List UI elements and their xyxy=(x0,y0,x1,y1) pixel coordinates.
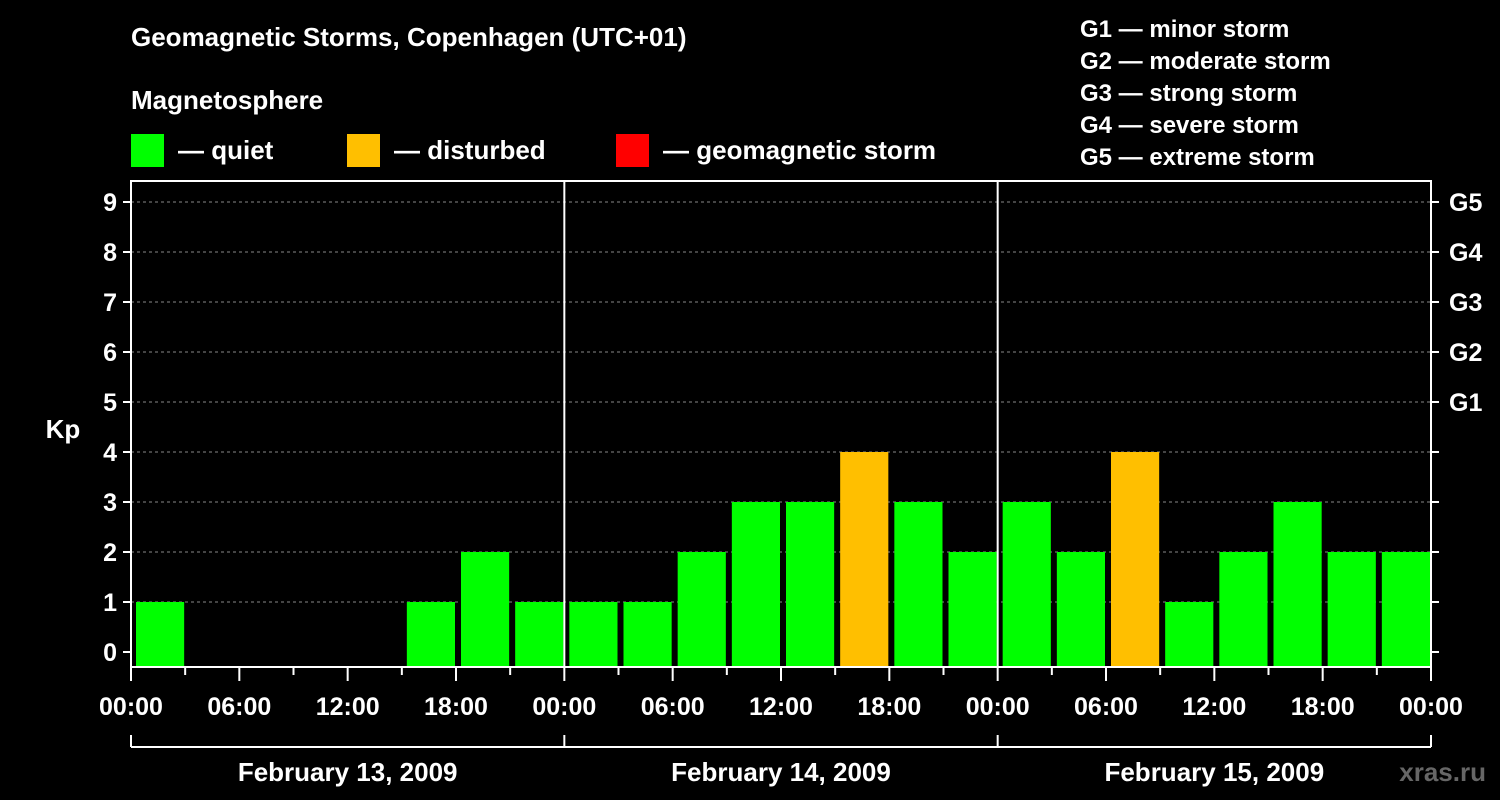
x-tick-label: 12:00 xyxy=(1182,693,1246,721)
y-tick-label: 9 xyxy=(103,189,117,217)
g-level-label: G5 xyxy=(1449,189,1482,217)
x-tick-label: 00:00 xyxy=(532,693,596,721)
y-tick-label: 5 xyxy=(103,389,117,417)
g-level-label: G4 xyxy=(1449,239,1482,267)
g-scale-item: G5 — extreme storm xyxy=(1080,144,1315,171)
kp-bar xyxy=(1273,502,1322,667)
y-tick-label: 6 xyxy=(103,339,117,367)
kp-bar xyxy=(731,502,780,667)
y-tick-label: 0 xyxy=(103,639,117,667)
legend-storm-swatch xyxy=(616,133,649,167)
kp-bar xyxy=(948,552,997,667)
x-tick-label: 06:00 xyxy=(207,693,271,721)
legend-storm: — geomagnetic storm xyxy=(616,133,936,167)
g-level-label: G2 xyxy=(1449,339,1482,367)
kp-bar xyxy=(1056,552,1105,667)
kp-bar xyxy=(677,552,726,667)
kp-bar xyxy=(515,602,564,667)
chart-subtitle: Magnetosphere xyxy=(131,85,324,115)
g-scale-item: G4 — severe storm xyxy=(1080,112,1299,139)
y-tick-label: 2 xyxy=(103,539,117,567)
x-tick-label: 06:00 xyxy=(641,693,705,721)
x-tick-label: 06:00 xyxy=(1074,693,1138,721)
g-scale-item: G3 — strong storm xyxy=(1080,80,1298,107)
legend-quiet: — quiet xyxy=(131,133,273,167)
y-axis-label: Kp xyxy=(46,414,81,444)
kp-bar xyxy=(136,602,185,667)
legend-disturbed-label: — disturbed xyxy=(394,134,546,165)
y-tick-label: 1 xyxy=(103,589,117,617)
kp-bar xyxy=(461,552,510,667)
kp-bar xyxy=(786,502,835,667)
kp-bar xyxy=(894,502,943,667)
y-tick-label: 4 xyxy=(103,439,117,467)
chart-title: Geomagnetic Storms, Copenhagen (UTC+01) xyxy=(131,22,687,52)
legend-disturbed-swatch xyxy=(347,133,380,167)
kp-bar xyxy=(1111,452,1160,667)
x-tick-label: 18:00 xyxy=(1291,693,1355,721)
x-tick-label: 18:00 xyxy=(857,693,921,721)
kp-bar xyxy=(406,602,455,667)
x-tick-label: 12:00 xyxy=(749,693,813,721)
kp-bar xyxy=(1381,552,1430,667)
legend-disturbed: — disturbed xyxy=(347,133,546,167)
x-tick-label: 12:00 xyxy=(316,693,380,721)
g-scale-item: G1 — minor storm xyxy=(1080,16,1290,43)
kp-bar xyxy=(840,452,889,667)
y-tick-label: 7 xyxy=(103,289,117,317)
kp-bar xyxy=(1219,552,1268,667)
legend-storm-label: — geomagnetic storm xyxy=(663,134,937,165)
x-tick-label: 00:00 xyxy=(99,693,163,721)
legend-quiet-label: — quiet xyxy=(178,134,274,165)
kp-bar xyxy=(623,602,672,667)
g-level-label: G1 xyxy=(1449,389,1482,417)
kp-bar xyxy=(569,602,618,667)
legend-quiet-swatch xyxy=(131,133,164,167)
day-label: February 14, 2009 xyxy=(671,757,891,787)
kp-bar xyxy=(1327,552,1376,667)
g-scale-item: G2 — moderate storm xyxy=(1080,48,1331,75)
g-level-label: G3 xyxy=(1449,289,1482,317)
x-tick-label: 00:00 xyxy=(966,693,1030,721)
kp-bar xyxy=(1002,502,1051,667)
day-label: February 15, 2009 xyxy=(1104,757,1324,787)
y-tick-label: 3 xyxy=(103,489,117,517)
g-scale-legend: G1 — minor storm G2 — moderate storm G3 … xyxy=(1080,14,1331,174)
y-tick-label: 8 xyxy=(103,239,117,267)
watermark: xras.ru xyxy=(1399,757,1486,787)
x-tick-label: 18:00 xyxy=(424,693,488,721)
kp-bar xyxy=(1165,602,1214,667)
day-label: February 13, 2009 xyxy=(238,757,458,787)
x-tick-label: 00:00 xyxy=(1399,693,1463,721)
